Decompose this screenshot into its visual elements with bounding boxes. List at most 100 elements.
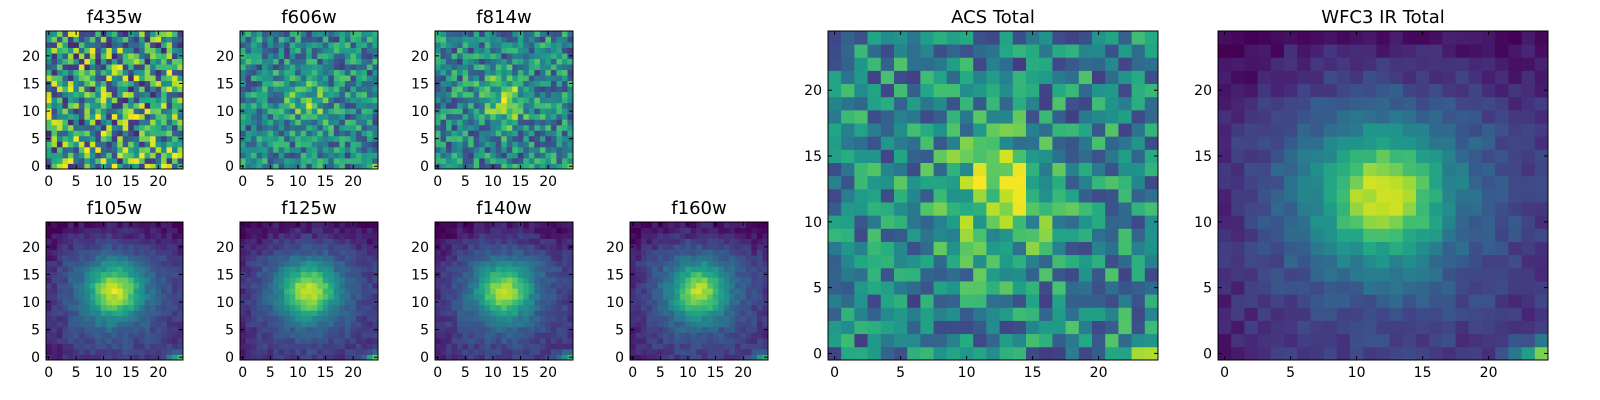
- heatmap-cell: [685, 293, 692, 300]
- heatmap-cell: [973, 162, 987, 177]
- heatmap-cell: [278, 53, 285, 59]
- heatmap-cell: [95, 97, 102, 104]
- heatmap-cell: [240, 146, 246, 153]
- heatmap-cell: [999, 175, 1014, 190]
- heatmap-cell: [550, 146, 557, 153]
- heatmap-cell: [679, 299, 686, 306]
- heatmap-cell: [630, 282, 636, 289]
- heatmap-cell: [240, 97, 246, 104]
- heatmap-cell: [690, 271, 697, 278]
- heatmap-cell: [495, 310, 502, 317]
- heatmap-cell: [696, 260, 703, 267]
- heatmap-cell: [668, 326, 675, 333]
- heatmap-cell: [674, 354, 681, 361]
- heatmap-cell: [451, 260, 458, 267]
- heatmap-cell: [663, 293, 670, 300]
- heatmap-cell: [528, 255, 535, 262]
- heatmap-cell: [262, 91, 268, 98]
- heatmap-cell: [122, 91, 129, 98]
- heatmap-cell: [523, 288, 530, 295]
- heatmap-cell: [457, 113, 463, 120]
- heatmap-cell: [311, 310, 318, 317]
- heatmap-cell: [289, 58, 296, 65]
- heatmap-cell: [545, 343, 552, 350]
- heatmap-cell: [451, 102, 458, 109]
- heatmap-cell: [479, 348, 486, 355]
- heatmap-cell: [512, 244, 519, 250]
- heatmap-cell: [51, 354, 58, 361]
- heatmap-cell: [78, 157, 85, 164]
- heatmap-cell: [78, 299, 85, 306]
- heatmap-cell: [273, 238, 280, 245]
- heatmap-cell: [251, 293, 257, 300]
- heatmap-cell: [51, 58, 58, 65]
- heatmap-cell: [300, 130, 307, 137]
- heatmap-cell: [696, 348, 703, 355]
- heatmap-cell: [1052, 162, 1066, 177]
- heatmap-cell: [468, 58, 475, 65]
- heatmap-cell: [84, 222, 91, 228]
- heatmap-cell: [556, 97, 563, 104]
- heatmap-cell: [361, 255, 368, 262]
- heatmap-cell: [289, 69, 296, 76]
- panel-title: f125w: [281, 198, 336, 219]
- heatmap-cell: [523, 113, 530, 120]
- heatmap-cell: [854, 241, 868, 256]
- heatmap-cell: [95, 332, 102, 339]
- heatmap-cell: [328, 75, 335, 82]
- heatmap-cell: [1118, 281, 1132, 295]
- heatmap-cell: [84, 163, 91, 170]
- heatmap-cell: [828, 162, 842, 177]
- heatmap-cell: [674, 315, 681, 322]
- heatmap-cell: [1026, 307, 1040, 321]
- heatmap-cell: [1065, 175, 1080, 190]
- heatmap-cell: [333, 69, 340, 76]
- heatmap-cell: [262, 343, 268, 350]
- heatmap-cell: [828, 254, 842, 269]
- heatmap-cell: [240, 75, 246, 82]
- heatmap-cell: [740, 249, 747, 256]
- heatmap-cell: [333, 282, 340, 289]
- heatmap-cell: [161, 113, 167, 120]
- heatmap-cell: [366, 102, 373, 109]
- heatmap-cell: [311, 80, 318, 87]
- heatmap-cell: [328, 233, 335, 239]
- heatmap-cell: [155, 58, 162, 65]
- heatmap-cell: [745, 255, 752, 262]
- heatmap-cell: [311, 315, 318, 322]
- heatmap-cell: [534, 80, 541, 87]
- heatmap-cell: [729, 310, 736, 317]
- heatmap-cell: [867, 320, 882, 335]
- heatmap-cell: [528, 271, 535, 278]
- heatmap-cell: [479, 337, 486, 344]
- heatmap-cell: [641, 222, 647, 228]
- heatmap-cell: [306, 80, 313, 87]
- heatmap-cell: [139, 119, 146, 126]
- heatmap-cell: [166, 227, 173, 234]
- heatmap-cell: [84, 277, 91, 284]
- heatmap-cell: [267, 255, 274, 262]
- heatmap-cell: [95, 146, 102, 153]
- heatmap-cell: [344, 321, 351, 328]
- heatmap-cell: [663, 233, 670, 239]
- heatmap-cell: [267, 42, 274, 48]
- heatmap-cell: [707, 233, 714, 239]
- heatmap-cell: [251, 244, 257, 250]
- heatmap-cell: [355, 299, 362, 306]
- heatmap-cell: [144, 108, 151, 115]
- heatmap-cell: [100, 47, 107, 54]
- heatmap-cell: [273, 53, 280, 59]
- heatmap-cell: [278, 343, 285, 350]
- heatmap-cell: [106, 249, 113, 256]
- heatmap-cell: [372, 130, 379, 137]
- heatmap-cell: [144, 69, 151, 76]
- heatmap-cell: [273, 152, 280, 159]
- heatmap-cell: [674, 304, 681, 311]
- heatmap-cell: [440, 86, 447, 93]
- heatmap-cell: [300, 299, 307, 306]
- heatmap-cell: [828, 346, 842, 361]
- heatmap-cell: [128, 42, 135, 48]
- heatmap-cell: [528, 36, 535, 43]
- heatmap-cell: [1078, 228, 1093, 242]
- heatmap-cell: [322, 64, 329, 71]
